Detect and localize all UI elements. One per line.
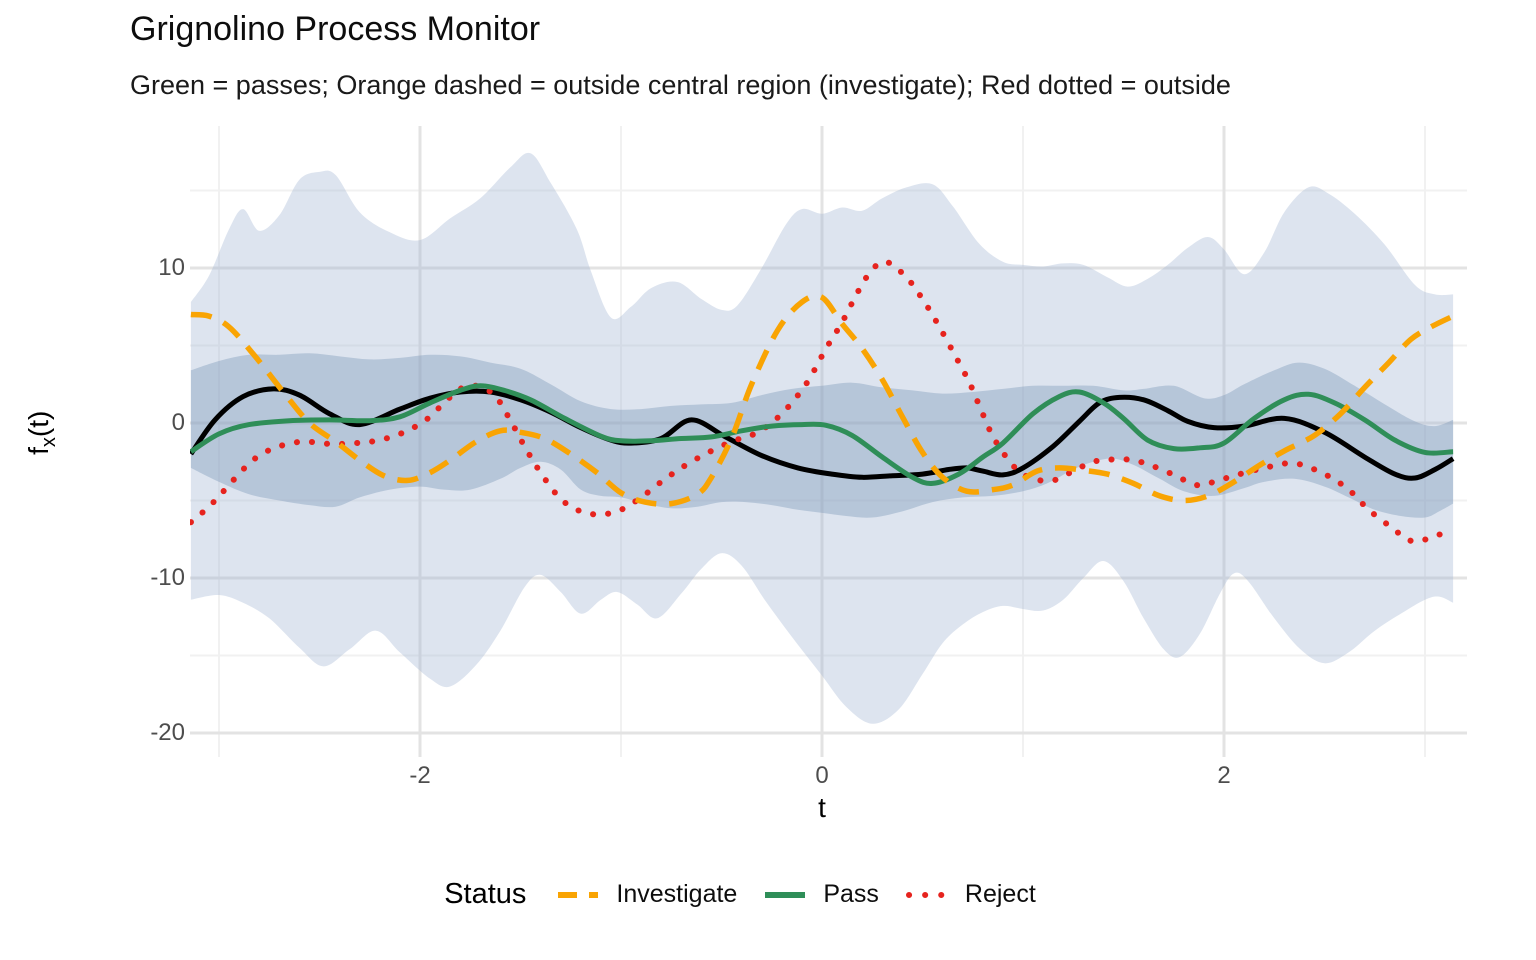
page-title: Grignolino Process Monitor: [130, 10, 541, 48]
dotted-line-icon: [905, 891, 949, 898]
investigate-curve: [190, 293, 1455, 507]
page-subtitle: Green = passes; Orange dashed = outside …: [130, 70, 1231, 100]
median-curve: [190, 386, 1455, 481]
pass-curve: [190, 383, 1454, 486]
x-tick-label: -2: [409, 762, 431, 789]
y-tick-label: -20: [150, 719, 185, 746]
x-tick-label: 2: [1217, 762, 1231, 789]
y-axis-title: fx(t): [23, 410, 60, 455]
legend-title: Status: [444, 878, 527, 910]
solid-line-icon: [765, 891, 806, 898]
legend-item-investigate: Investigate: [556, 880, 737, 909]
y-tick-label: 0: [171, 409, 185, 436]
y-tick-label: -10: [150, 564, 185, 591]
legend-item-reject: Reject: [905, 880, 1036, 909]
x-tick-label: 0: [815, 762, 829, 789]
dashed-line-icon: [558, 891, 599, 898]
x-axis-title: t: [818, 792, 826, 823]
legend-label: Investigate: [616, 880, 738, 908]
legend: Status Investigate Pass Reject: [0, 878, 1480, 911]
y-tick-label: 10: [158, 254, 185, 281]
total-region-band: [190, 152, 1454, 724]
legend-label: Reject: [964, 880, 1036, 908]
legend-item-pass: Pass: [763, 880, 879, 909]
legend-label: Pass: [823, 880, 879, 908]
